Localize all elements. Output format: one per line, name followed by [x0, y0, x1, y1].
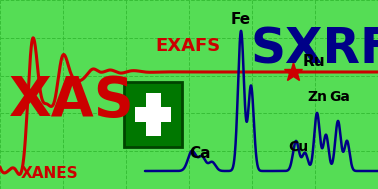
Text: EXAFS: EXAFS [155, 37, 221, 55]
Bar [124, 81, 182, 146]
Text: SXRF: SXRF [250, 25, 378, 73]
Text: Ga: Ga [330, 90, 350, 104]
Text: Zn: Zn [307, 90, 327, 104]
Bar [146, 92, 161, 136]
Text: Cu: Cu [288, 140, 308, 154]
Bar [135, 106, 171, 122]
Text: XAS: XAS [9, 74, 135, 128]
Text: Ru: Ru [303, 53, 325, 68]
Text: XANES: XANES [21, 166, 79, 180]
Text: Ca: Ca [189, 146, 211, 160]
Text: Fe: Fe [231, 12, 251, 27]
